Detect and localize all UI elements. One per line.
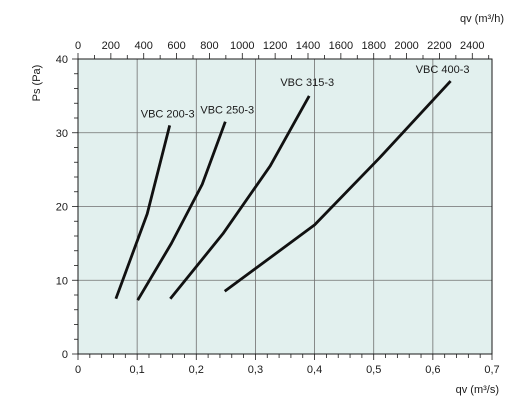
y-tick-label: 40 <box>56 54 68 66</box>
y-tick-label: 20 <box>56 202 68 214</box>
x2-tick-label: 600 <box>167 40 185 52</box>
x2-tick-label: 1800 <box>361 40 385 52</box>
labels: 0 0,1 0,2 0,3 0,4 0,5 0,6 0,70 200 400 600 800 1000 1… <box>31 13 504 396</box>
series-label-vbc-200-3: VBC 200-3 <box>141 108 195 120</box>
series-line-vbc-200-3 <box>114 125 172 300</box>
x2-tick-label: 200 <box>102 40 120 52</box>
x-tick-label: 0,1 <box>129 364 144 376</box>
x2-tick-label: 2400 <box>460 40 484 52</box>
x-tick-label: 0,4 <box>307 364 322 376</box>
y-axis-title: Ps (Pa) <box>31 65 43 102</box>
x2-tick-label: 0 <box>75 40 81 52</box>
plot-border <box>77 58 493 355</box>
series-line-vbc-400-3 <box>223 80 452 293</box>
x-tick-label: 0,3 <box>248 364 263 376</box>
x2-axis-title: qv (m³/h) <box>460 13 504 25</box>
x2-tick-label: 2200 <box>427 40 451 52</box>
x2-tick-label: 1400 <box>296 40 320 52</box>
series-label-vbc-250-3: VBC 250-3 <box>200 105 254 117</box>
x-axis-title: qv (m³/s) <box>456 384 499 396</box>
grid <box>78 59 492 354</box>
x2-tick-label: 1000 <box>230 40 254 52</box>
minor-ticks <box>72 53 493 360</box>
x-tick-label: 0,2 <box>189 364 204 376</box>
series-line-vbc-250-3 <box>136 121 227 301</box>
series-label-vbc-400-3: VBC 400-3 <box>416 64 470 76</box>
x-tick-label: 0 <box>75 364 81 376</box>
x-tick-label: 0,7 <box>484 364 499 376</box>
y-tick-label: 0 <box>62 349 68 361</box>
series-label-vbc-315-3: VBC 315-3 <box>280 77 334 89</box>
x-tick-label: 0,6 <box>425 364 440 376</box>
x2-tick-label: 2000 <box>394 40 418 52</box>
x2-tick-label: 1600 <box>329 40 353 52</box>
y-tick-label: 30 <box>56 128 68 140</box>
x2-tick-label: 1200 <box>263 40 287 52</box>
x2-tick-label: 400 <box>135 40 153 52</box>
x-tick-label: 0,5 <box>366 364 381 376</box>
series-line-vbc-315-3 <box>169 95 311 300</box>
series-lines <box>114 80 452 301</box>
x2-tick-label: 800 <box>200 40 218 52</box>
y-tick-label: 10 <box>56 275 68 287</box>
